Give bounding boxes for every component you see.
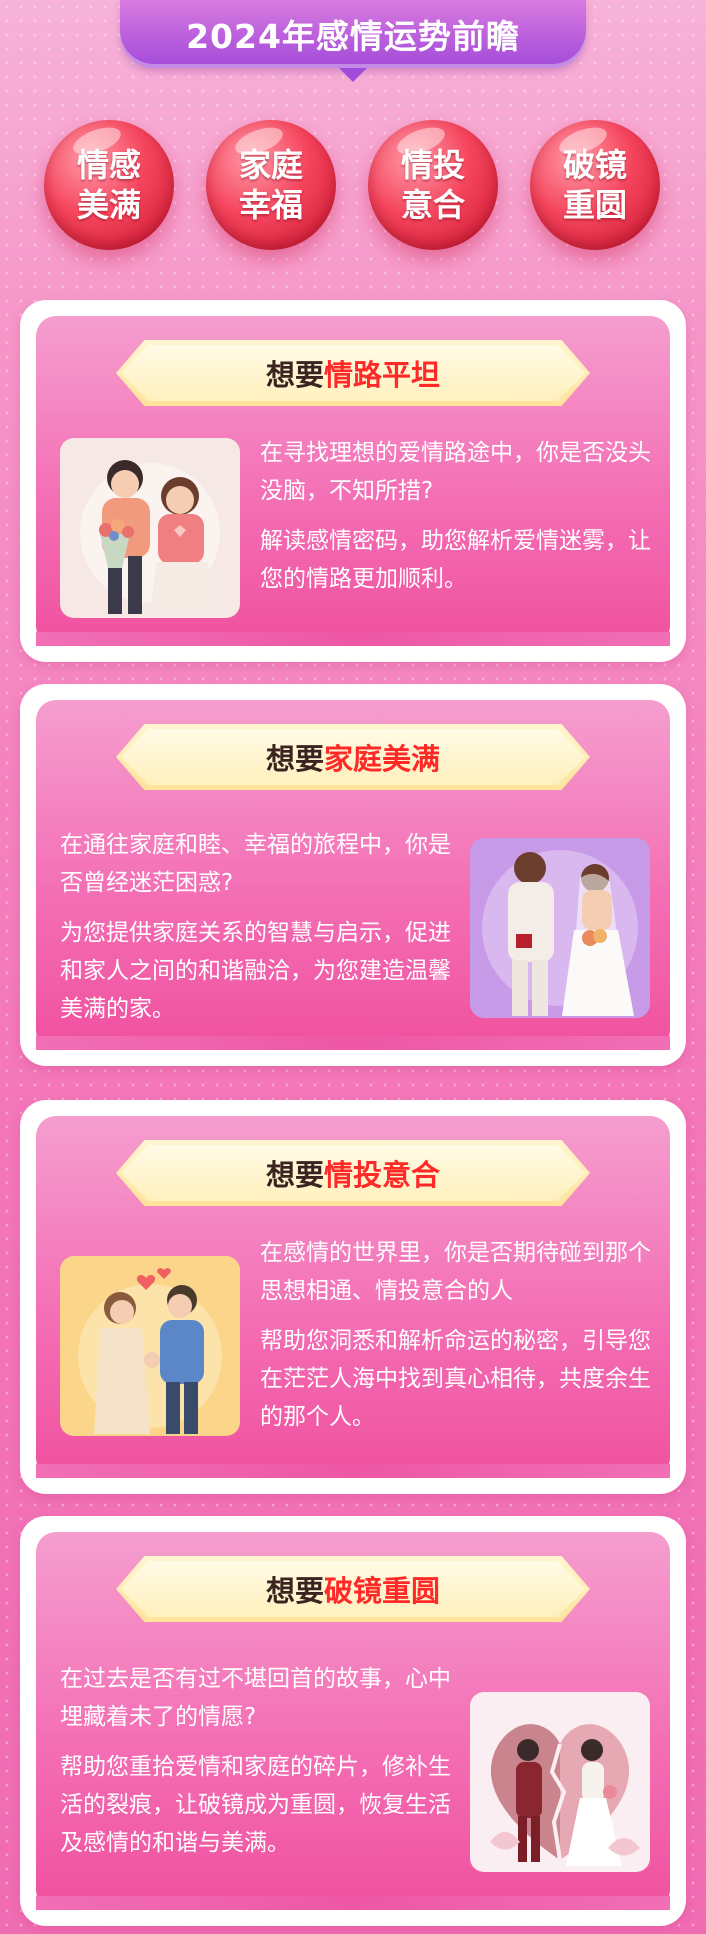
broken-heart-couple-illustration	[470, 1692, 650, 1872]
card-reunion: 想要破镜重圆 在过去是否有过不堪回首的故事，心中埋藏着未了的情愿? 帮助您重拾爱…	[20, 1516, 686, 1926]
card-tag: 想要情投意合	[116, 1140, 590, 1206]
card-description: 在通往家庭和睦、幸福的旅程中，你是否曾经迷茫困惑? 为您提供家庭关系的智慧与启示…	[60, 826, 460, 1040]
card-description: 在感情的世界里，你是否期待碰到那个思想相通、情投意合的人 帮助您洞悉和解析命运的…	[260, 1234, 670, 1448]
card-description: 在过去是否有过不堪回首的故事，心中埋藏着未了的情愿? 帮助您重拾爱情和家庭的碎片…	[60, 1660, 460, 1874]
bubble-love[interactable]: 情感 美满	[44, 120, 174, 250]
bubble-reunion[interactable]: 破镜 重圆	[530, 120, 660, 250]
wedding-couple-illustration	[470, 838, 650, 1018]
bubble-line: 家庭	[238, 146, 303, 184]
card-family-harmony: 想要家庭美满 在通往家庭和睦、幸福的旅程中，你是否曾经迷茫困惑? 为您提供家庭关…	[20, 684, 686, 1066]
tag-keyword: 家庭美满	[324, 742, 441, 776]
page-title: 2024年感情运势前瞻	[186, 17, 520, 56]
card-soulmate: 想要情投意合 在感情的世界里，你是否期待碰到那个思想相通、情投意合的人 帮	[20, 1100, 686, 1494]
tag-prefix: 想要	[265, 1158, 324, 1192]
feature-bubbles: 情感 美满 家庭 幸福 情投 意合 破镜 重圆	[0, 120, 706, 260]
card-answer: 帮助您重拾爱情和家庭的碎片，修补生活的裂痕，让破镜成为重圆，恢复生活及感情的和谐…	[60, 1754, 451, 1856]
card-tag: 想要家庭美满	[116, 724, 590, 790]
card-answer: 为您提供家庭关系的智慧与启示，促进和家人之间的和谐融洽，为您建造温馨美满的家。	[60, 920, 451, 1022]
couple-holding-hands-illustration	[60, 1256, 240, 1436]
card-tag: 想要情路平坦	[116, 340, 590, 406]
card-smooth-love: 想要情路平坦	[20, 300, 686, 662]
card-question: 在通往家庭和睦、幸福的旅程中，你是否曾经迷茫困惑?	[60, 832, 451, 896]
header-banner: 2024年感情运势前瞻	[120, 0, 586, 82]
card-question: 在过去是否有过不堪回首的故事，心中埋藏着未了的情愿?	[60, 1666, 451, 1730]
bubble-line: 幸福	[238, 186, 303, 224]
tag-keyword: 破镜重圆	[324, 1574, 441, 1608]
tag-keyword: 情投意合	[324, 1158, 441, 1192]
card-question: 在寻找理想的爱情路途中，你是否没头没脑，不知所措?	[260, 440, 651, 504]
card-answer: 解读感情密码，助您解析爱情迷雾，让您的情路更加顺利。	[260, 528, 651, 592]
tag-prefix: 想要	[265, 1574, 324, 1608]
bubble-line: 情感	[76, 146, 141, 184]
bubble-line: 美满	[76, 186, 141, 224]
bubble-line: 破镜	[562, 146, 627, 184]
bubble-harmony[interactable]: 情投 意合	[368, 120, 498, 250]
bubble-line: 意合	[400, 186, 465, 224]
card-question: 在感情的世界里，你是否期待碰到那个思想相通、情投意合的人	[260, 1240, 651, 1304]
couple-with-flowers-illustration	[60, 438, 240, 618]
tag-prefix: 想要	[265, 358, 324, 392]
bubble-family[interactable]: 家庭 幸福	[206, 120, 336, 250]
bubble-line: 重圆	[562, 186, 627, 224]
card-tag: 想要破镜重圆	[116, 1556, 590, 1622]
bubble-line: 情投	[400, 146, 465, 184]
tag-prefix: 想要	[265, 742, 324, 776]
card-answer: 帮助您洞悉和解析命运的秘密，引导您在茫茫人海中找到真心相待，共度余生的那个人。	[260, 1328, 651, 1430]
card-description: 在寻找理想的爱情路途中，你是否没头没脑，不知所措? 解读感情密码，助您解析爱情迷…	[260, 434, 660, 610]
tag-keyword: 情路平坦	[324, 358, 441, 392]
